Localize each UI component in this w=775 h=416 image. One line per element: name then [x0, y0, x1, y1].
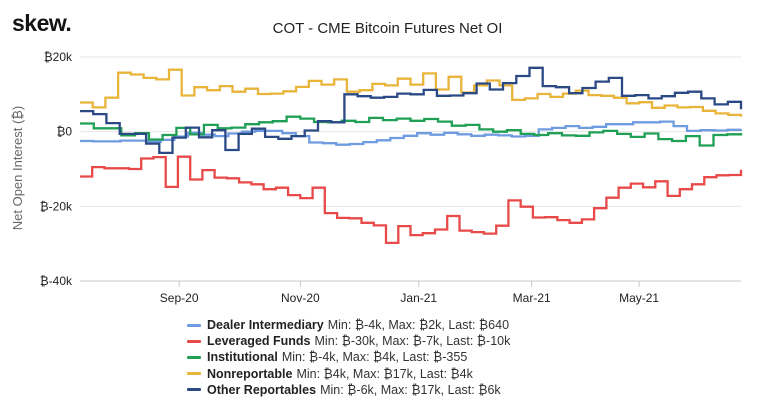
legend-series-stats: Min: ₿-30k, Max: ₿-7k, Last: ₿-10k: [314, 334, 511, 349]
legend-item-dealer-intermediary[interactable]: Dealer Intermediary Min: ₿-4k, Max: ₿2k, …: [187, 317, 510, 333]
series-lines: [80, 66, 743, 245]
legend-series-stats: Min: ₿4k, Max: ₿17k, Last: ₿4k: [296, 366, 473, 381]
y-tick-label-1: ₿0: [56, 125, 72, 139]
series-line-dealer-intermediary: [80, 120, 743, 146]
y-tick-label-2: ₿-20k: [40, 199, 73, 213]
skew-logo: skew.: [12, 10, 72, 36]
y-axis: ₿20k ₿0 ₿-20k ₿-40k: [40, 50, 73, 288]
legend-series-name: Other Reportables: [207, 382, 317, 397]
x-tick-label-1: Nov-20: [281, 291, 320, 305]
y-tick-label-0: ₿20k: [44, 50, 73, 64]
legend-swatch: [187, 323, 201, 327]
y-tick-label-3: ₿-40k: [40, 274, 73, 288]
chart-title: COT - CME Bitcoin Futures Net OI: [272, 20, 503, 37]
legend-series-stats: Min: ₿-4k, Max: ₿4k, Last: ₿-355: [281, 350, 468, 365]
x-tick-label-4: May-21: [619, 291, 659, 305]
legend-swatch: [187, 356, 201, 359]
legend-swatch: [187, 372, 201, 376]
legend-item-institutional[interactable]: Institutional Min: ₿-4k, Max: ₿4k, Last: …: [187, 349, 510, 365]
y-axis-label: Net Open Interest (₿): [10, 106, 25, 231]
series-line-institutional: [80, 115, 743, 147]
grid-lines: [80, 56, 741, 282]
series-line-nonreportable: [80, 68, 743, 117]
legend-series-stats: Min: ₿-6k, Max: ₿17k, Last: ₿6k: [320, 382, 501, 397]
line-chart: ₿20k ₿0 ₿-20k ₿-40k Sep-20 Nov-20 Jan-21 Mar-2…: [10, 50, 743, 305]
x-tick-label-0: Sep-20: [160, 291, 199, 305]
legend-series-name: Institutional: [207, 350, 278, 365]
legend-series-name: Nonreportable: [207, 366, 293, 381]
x-axis: Sep-20 Nov-20 Jan-21 Mar-21 May-21: [160, 281, 659, 305]
legend-swatch: [187, 388, 201, 392]
legend-series-name: Dealer Intermediary: [207, 318, 324, 332]
legend-item-other-reportables[interactable]: Other Reportables Min: ₿-6k, Max: ₿17k, L…: [187, 382, 510, 398]
x-tick-label-2: Jan-21: [400, 291, 437, 305]
legend-series-stats: Min: ₿-4k, Max: ₿2k, Last: ₿640: [327, 318, 510, 332]
series-line-other-reportables: [80, 66, 743, 155]
series-line-leveraged-funds: [80, 155, 743, 245]
x-tick-label-3: Mar-21: [513, 291, 551, 305]
legend-swatch: [187, 339, 201, 343]
legend-series-name: Leveraged Funds: [207, 334, 311, 349]
legend-item-leveraged-funds[interactable]: Leveraged Funds Min: ₿-30k, Max: ₿-7k, La…: [187, 333, 510, 349]
legend-item-nonreportable[interactable]: Nonreportable Min: ₿4k, Max: ₿17k, Last: …: [187, 366, 510, 382]
chart-legend: Dealer Intermediary Min: ₿-4k, Max: ₿2k, …: [187, 317, 510, 398]
